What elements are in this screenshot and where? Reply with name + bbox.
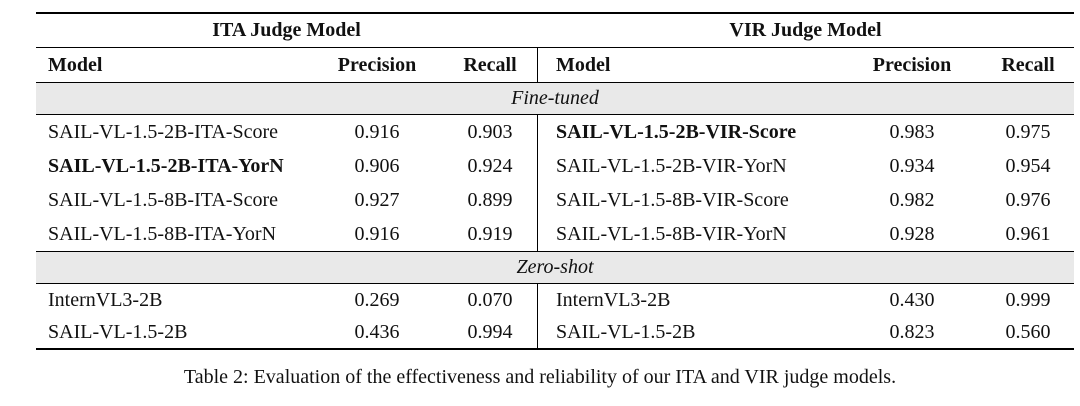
model-cell: SAIL-VL-1.5-8B-VIR-YorN: [537, 217, 842, 251]
precision-cell: 0.430: [889, 288, 935, 311]
precision-cell: 0.916: [354, 120, 400, 143]
recall-cell: 0.975: [1005, 120, 1051, 143]
precision-cell: 0.982: [889, 188, 935, 211]
table-row: SAIL-VL-1.5-2B-ITA-Score 0.916 0.903 SAI…: [36, 115, 1074, 149]
precision-cell: 0.928: [889, 222, 935, 245]
precision-cell: 0.906: [354, 154, 400, 177]
section-band-zero-shot: Zero-shot: [36, 251, 1074, 284]
precision-cell: 0.823: [889, 320, 935, 343]
recall-cell: 0.070: [467, 288, 513, 311]
model-cell: SAIL-VL-1.5-2B-ITA-YorN: [48, 154, 284, 177]
table-row: SAIL-VL-1.5-2B 0.436 0.994 SAIL-VL-1.5-2…: [36, 316, 1074, 348]
model-cell: SAIL-VL-1.5-8B-ITA-YorN: [48, 222, 277, 245]
precision-cell: 0.927: [354, 188, 400, 211]
model-cell: SAIL-VL-1.5-2B-VIR-YorN: [537, 149, 842, 183]
model-cell: SAIL-VL-1.5-2B-ITA-Score: [48, 120, 278, 143]
header-precision-left: Precision: [337, 53, 417, 76]
section-band-fine-tuned: Fine-tuned: [36, 82, 1074, 115]
model-cell: SAIL-VL-1.5-2B: [48, 320, 188, 343]
panel-title-ita: ITA Judge Model: [212, 19, 361, 41]
recall-cell: 0.994: [467, 320, 513, 343]
header-recall-left: Recall: [463, 53, 517, 76]
precision-cell: 0.436: [354, 320, 400, 343]
table-row: SAIL-VL-1.5-8B-ITA-YorN 0.916 0.919 SAIL…: [36, 217, 1074, 251]
precision-cell: 0.269: [354, 288, 400, 311]
table-header-row: Model Precision Recall Model Precision R…: [36, 48, 1074, 82]
recall-cell: 0.924: [467, 154, 513, 177]
model-cell: InternVL3-2B: [537, 284, 842, 316]
model-cell: SAIL-VL-1.5-2B-VIR-Score: [537, 115, 842, 149]
model-cell: SAIL-VL-1.5-8B-VIR-Score: [537, 183, 842, 217]
header-model-right: Model: [537, 48, 842, 82]
recall-cell: 0.954: [1005, 154, 1051, 177]
precision-cell: 0.916: [354, 222, 400, 245]
model-cell: InternVL3-2B: [48, 288, 163, 311]
model-cell: SAIL-VL-1.5-2B: [537, 316, 842, 348]
recall-cell: 0.899: [467, 188, 513, 211]
table-row: SAIL-VL-1.5-2B-ITA-YorN 0.906 0.924 SAIL…: [36, 149, 1074, 183]
table-row: SAIL-VL-1.5-8B-ITA-Score 0.927 0.899 SAI…: [36, 183, 1074, 217]
model-cell: SAIL-VL-1.5-8B-ITA-Score: [48, 188, 278, 211]
precision-cell: 0.983: [889, 120, 935, 143]
recall-cell: 0.903: [467, 120, 513, 143]
header-recall-right: Recall: [1001, 53, 1055, 76]
recall-cell: 0.999: [1005, 288, 1051, 311]
header-model-left: Model: [48, 53, 103, 76]
precision-cell: 0.934: [889, 154, 935, 177]
recall-cell: 0.560: [1005, 320, 1051, 343]
results-table: ITA Judge Model VIR Judge Model Model Pr…: [36, 12, 1074, 350]
table-caption: Table 2: Evaluation of the effectiveness…: [183, 366, 897, 388]
table-title-row: ITA Judge Model VIR Judge Model: [36, 14, 1074, 48]
recall-cell: 0.919: [467, 222, 513, 245]
table-row: InternVL3-2B 0.269 0.070 InternVL3-2B 0.…: [36, 284, 1074, 316]
header-precision-right: Precision: [872, 53, 952, 76]
recall-cell: 0.976: [1005, 188, 1051, 211]
recall-cell: 0.961: [1005, 222, 1051, 245]
panel-title-vir: VIR Judge Model: [729, 19, 882, 41]
